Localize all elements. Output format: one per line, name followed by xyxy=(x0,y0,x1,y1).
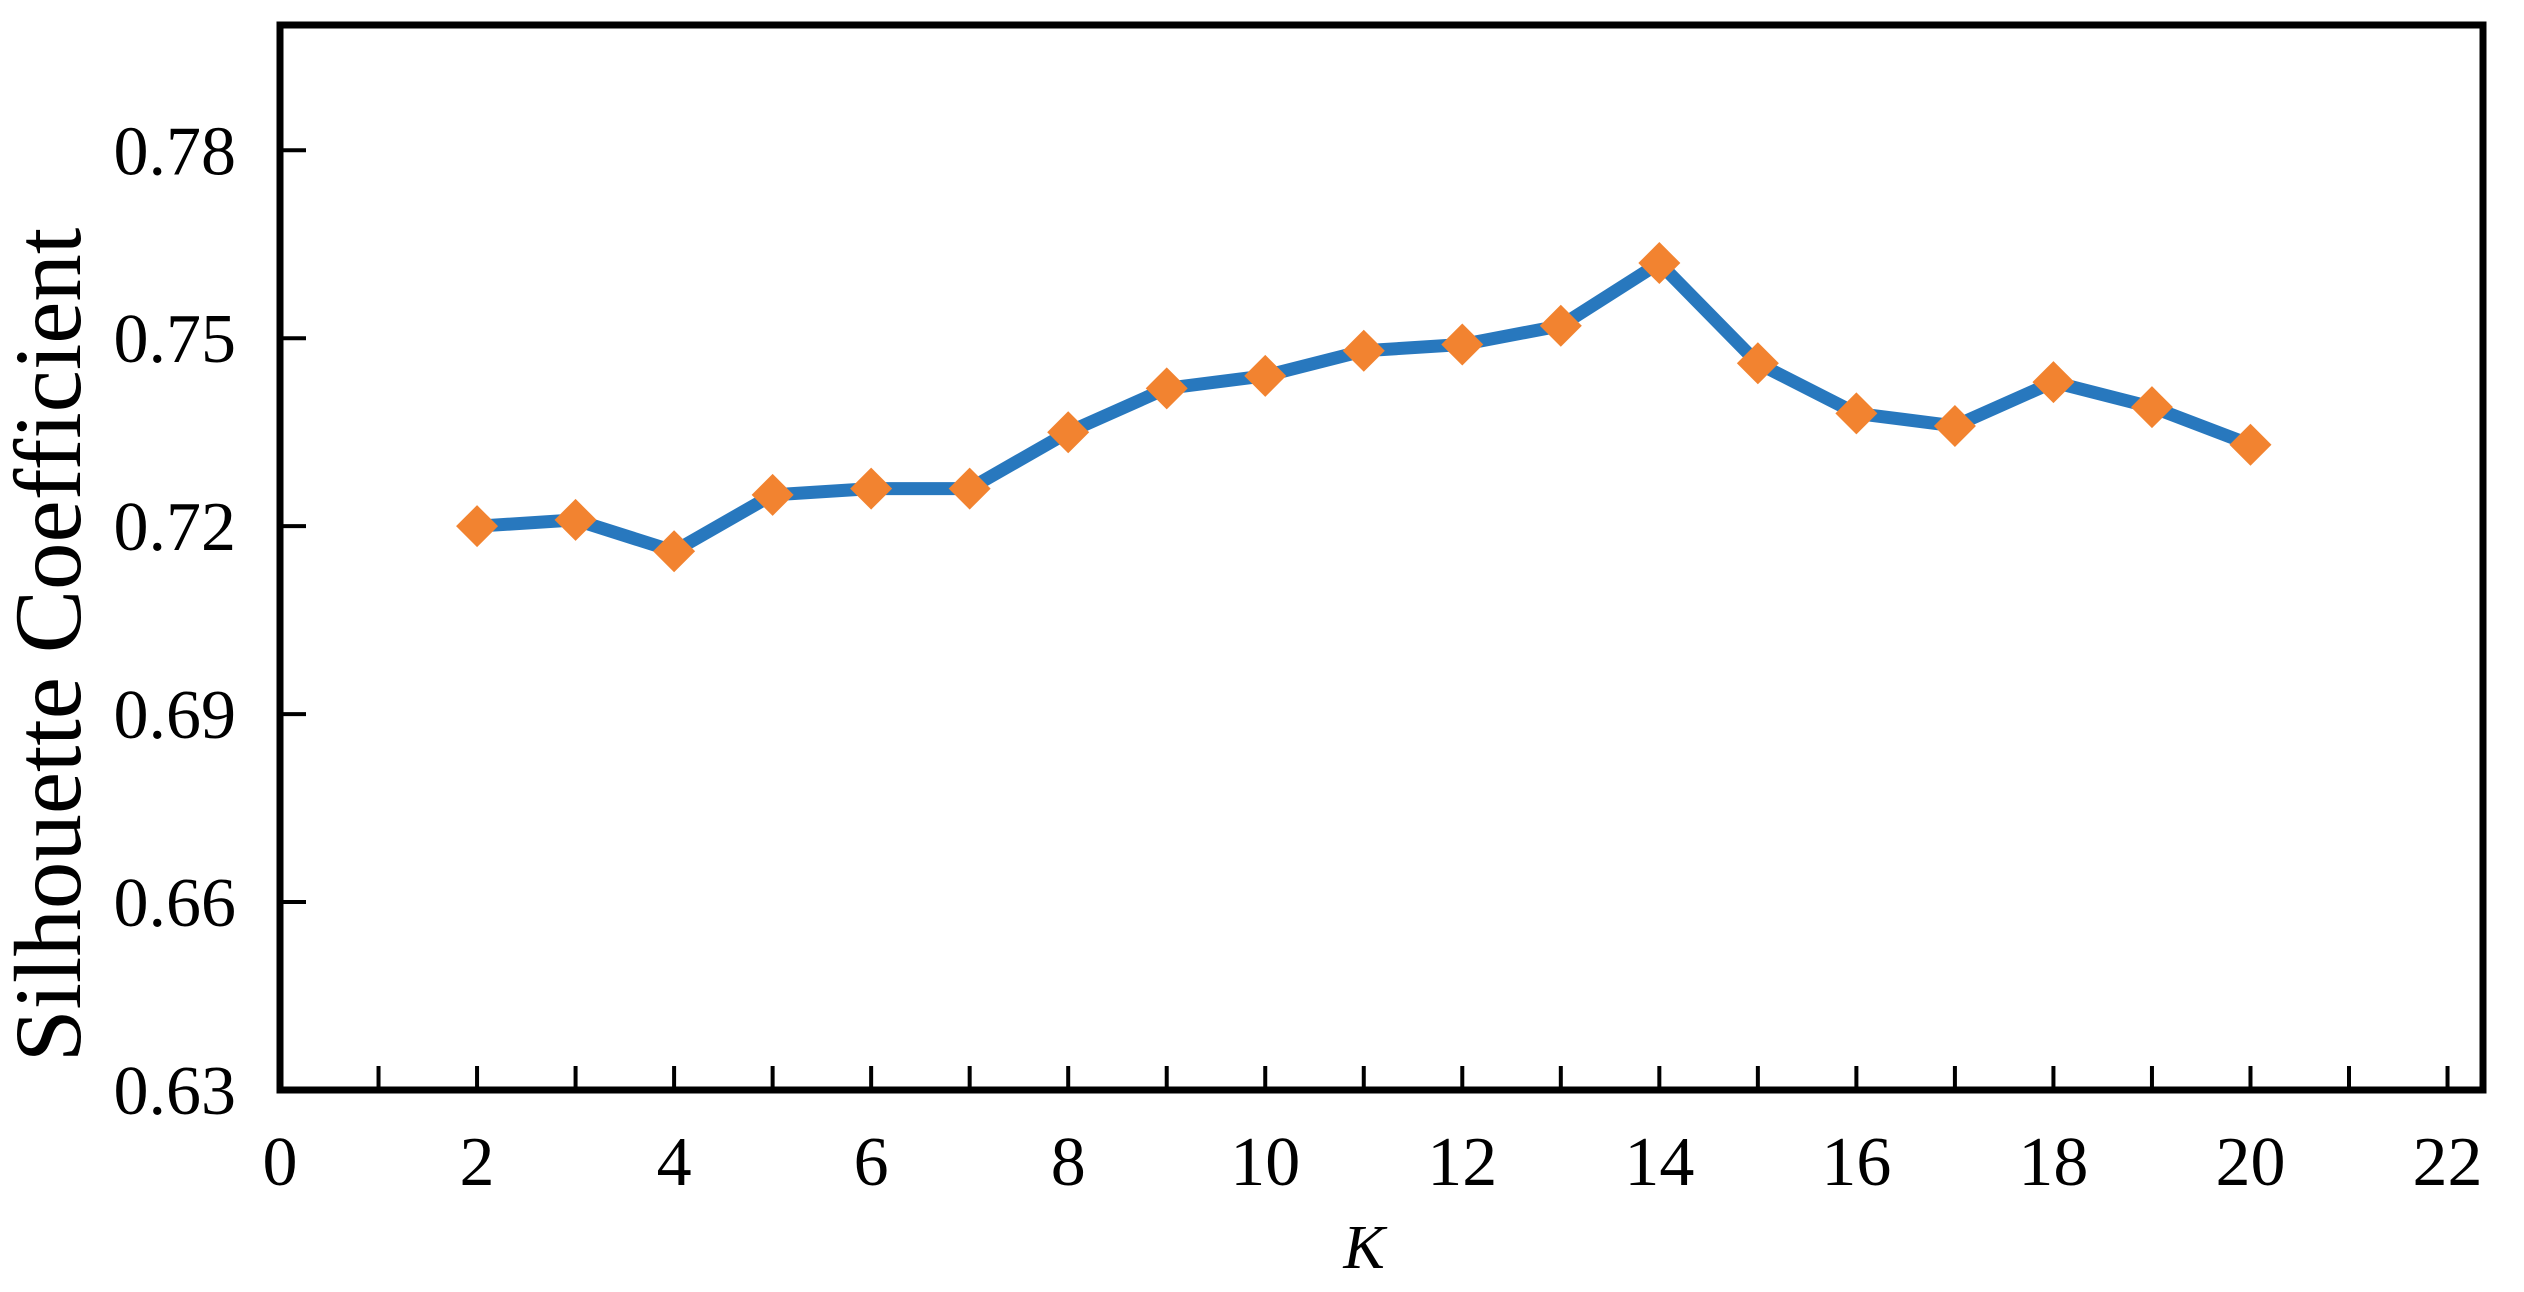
x-axis-tick-label: 0 xyxy=(263,1124,298,1201)
data-line xyxy=(470,256,2257,558)
data-point-marker xyxy=(653,530,696,573)
data-point-marker xyxy=(751,473,794,516)
data-point-marker xyxy=(1539,304,1582,347)
data-point-marker xyxy=(1736,342,1779,385)
data-point-marker xyxy=(1441,323,1484,366)
y-axis-tick-label: 0.66 xyxy=(114,865,237,942)
y-axis-tick-label: 0.69 xyxy=(114,677,237,754)
data-point-marker xyxy=(1145,367,1188,410)
data-point-marker xyxy=(2130,386,2173,429)
data-point-marker xyxy=(1342,329,1385,372)
data-point-marker xyxy=(1835,392,1878,435)
x-axis-tick-label: 4 xyxy=(657,1124,692,1201)
data-point-marker xyxy=(1047,411,1090,454)
x-axis-tick-label: 6 xyxy=(854,1124,889,1201)
data-point-marker xyxy=(1933,404,1976,447)
y-axis-title: Silhouette Coefficient xyxy=(0,228,101,1063)
data-point-marker xyxy=(554,498,597,541)
y-axis-tick-label: 0.75 xyxy=(114,301,237,378)
x-axis-tick-label: 22 xyxy=(2413,1124,2483,1201)
x-axis-tick-label: 20 xyxy=(2215,1124,2285,1201)
data-point-marker xyxy=(2229,423,2272,466)
x-axis-tick-label: 2 xyxy=(460,1124,495,1201)
x-axis-tick-label: 18 xyxy=(2018,1124,2088,1201)
y-axis-tick-label: 0.72 xyxy=(114,489,237,566)
data-point-marker xyxy=(1244,354,1287,397)
plot-border xyxy=(276,21,2487,1094)
x-axis-tick-label: 12 xyxy=(1427,1124,1497,1201)
data-point-marker xyxy=(456,505,499,548)
y-axis-tick-label: 0.63 xyxy=(114,1053,237,1130)
data-point-marker xyxy=(948,467,991,510)
data-point-marker xyxy=(850,467,893,510)
x-axis-tick-label: 8 xyxy=(1051,1124,1086,1201)
data-point-marker xyxy=(1638,242,1681,285)
y-axis-tick-label: 0.78 xyxy=(114,113,237,190)
x-axis-tick-label: 16 xyxy=(1821,1124,1891,1201)
x-axis-tick-label: 14 xyxy=(1624,1124,1694,1201)
x-axis-title: K xyxy=(1342,1214,1388,1282)
data-point-marker xyxy=(2032,361,2075,404)
x-axis-tick-label: 10 xyxy=(1230,1124,1300,1201)
